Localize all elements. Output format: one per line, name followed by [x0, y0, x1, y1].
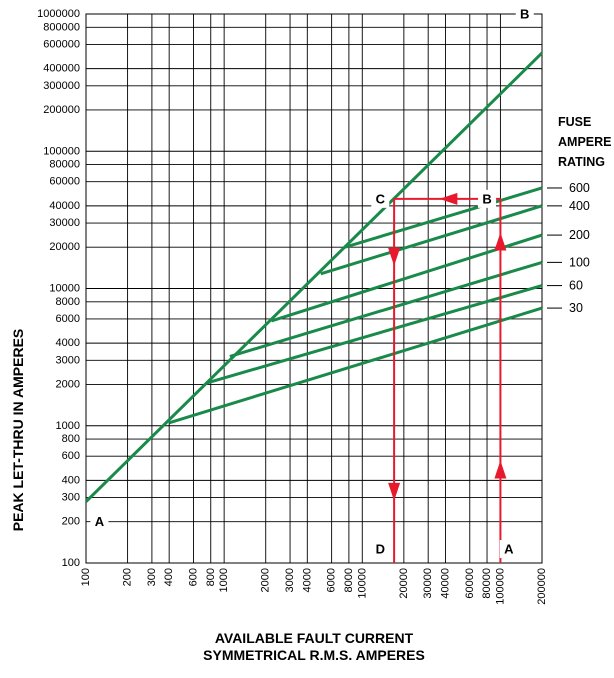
x-tick-label: 2000 [260, 568, 272, 592]
y-axis-label-text: PEAK LET-THRU IN AMPERES [10, 328, 26, 532]
series-label-100: 100 [569, 255, 590, 269]
x-tick-label: 30000 [422, 568, 434, 599]
y-tick-label: 80000 [49, 159, 80, 171]
x-axis-label-line-1: AVAILABLE FAULT CURRENT [214, 630, 414, 646]
y-tick-label: 300000 [43, 80, 80, 92]
series-line-400 [320, 204, 543, 276]
y-tick-label: 3000 [56, 354, 80, 366]
fuse-header-line-2: AMPERE [558, 135, 612, 149]
x-tick-label: 200000 [536, 568, 548, 605]
fuse-header-line-3: RATING [558, 155, 605, 169]
x-tick-label: 4000 [301, 568, 313, 592]
y-tick-label: 6000 [56, 313, 80, 325]
x-tick-label: 200 [122, 568, 134, 586]
series-label-30: 30 [569, 301, 583, 315]
x-tick-label: 10000 [356, 568, 368, 599]
x-tick-label: 1000 [218, 568, 230, 592]
y-tick-label: 8000 [56, 296, 80, 308]
y-tick-label: 30000 [49, 217, 80, 229]
y-tick-label: 1000 [56, 420, 80, 432]
annotation-knockout [90, 512, 109, 531]
x-tick-label: 600 [187, 568, 199, 586]
annotation-label: B [482, 191, 491, 206]
annotation-knockout [371, 540, 390, 558]
y-tick-label: 40000 [49, 200, 80, 212]
series-line-600 [344, 186, 543, 249]
x-tick-label: 400 [163, 568, 175, 586]
red-arrowhead [439, 192, 458, 205]
annotation-label: C [376, 191, 386, 206]
y-tick-label: 2000 [56, 378, 80, 390]
x-tick-label: 800 [205, 568, 217, 586]
y-tick-label: 200000 [43, 104, 80, 116]
annotation-knockout [515, 5, 534, 23]
x-tick-label: 100 [80, 568, 92, 586]
x-tick-label: 100000 [494, 568, 506, 605]
annotation-knockout [371, 189, 390, 208]
x-axis-label: AVAILABLE FAULT CURRENT SYMMETRICAL R.M.… [86, 630, 542, 664]
series-line-30 [168, 306, 543, 425]
y-tick-label: 100 [62, 557, 80, 569]
series-label-200: 200 [569, 228, 590, 242]
x-tick-label: 80000 [481, 568, 493, 599]
annotation-label: A [95, 514, 105, 529]
annotation-label: B [520, 7, 529, 22]
y-tick-label: 400000 [43, 63, 80, 75]
series-label-60: 60 [569, 279, 583, 293]
y-tick-label: 100000 [43, 145, 80, 157]
x-tick-label: 3000 [284, 568, 296, 592]
y-tick-label: 4000 [56, 337, 80, 349]
x-tick-label: 60000 [464, 568, 476, 599]
red-arrowhead [388, 482, 401, 501]
y-tick-label: 10000 [49, 283, 80, 295]
series-label-400: 400 [569, 199, 590, 213]
ab-threshold-line [84, 51, 544, 503]
y-tick-label: 800 [62, 433, 80, 445]
y-tick-label: 600 [62, 450, 80, 462]
x-axis-label-line-2: SYMMETRICAL R.M.S. AMPERES [203, 647, 425, 663]
y-tick-label: 200 [62, 516, 80, 528]
annotation-knockout [499, 540, 518, 558]
annotation-knockout [478, 189, 497, 208]
y-tick-label: 20000 [49, 241, 80, 253]
x-tick-label: 6000 [326, 568, 338, 592]
fuse-rating-header: FUSE AMPERE RATING [558, 112, 611, 172]
red-arrowhead [494, 232, 507, 251]
x-tick-label: 8000 [343, 568, 355, 592]
x-tick-label: 40000 [439, 568, 451, 599]
y-tick-label: 400 [62, 474, 80, 486]
y-tick-label: 60000 [49, 176, 80, 188]
series-line-100 [229, 260, 543, 358]
y-tick-label: 600000 [43, 38, 80, 50]
x-tick-label: 300 [146, 568, 158, 586]
x-tick-label: 20000 [398, 568, 410, 599]
annotation-label: D [376, 542, 385, 557]
y-tick-label: 800000 [43, 21, 80, 33]
annotation-label: A [504, 542, 514, 557]
series-label-600: 600 [569, 181, 590, 195]
red-arrowhead [494, 460, 507, 479]
y-tick-label: 300 [62, 492, 80, 504]
fuse-header-line-1: FUSE [558, 115, 592, 129]
series-line-60 [206, 284, 543, 385]
red-arrowhead [388, 247, 401, 266]
y-tick-label: 1000000 [37, 8, 80, 20]
